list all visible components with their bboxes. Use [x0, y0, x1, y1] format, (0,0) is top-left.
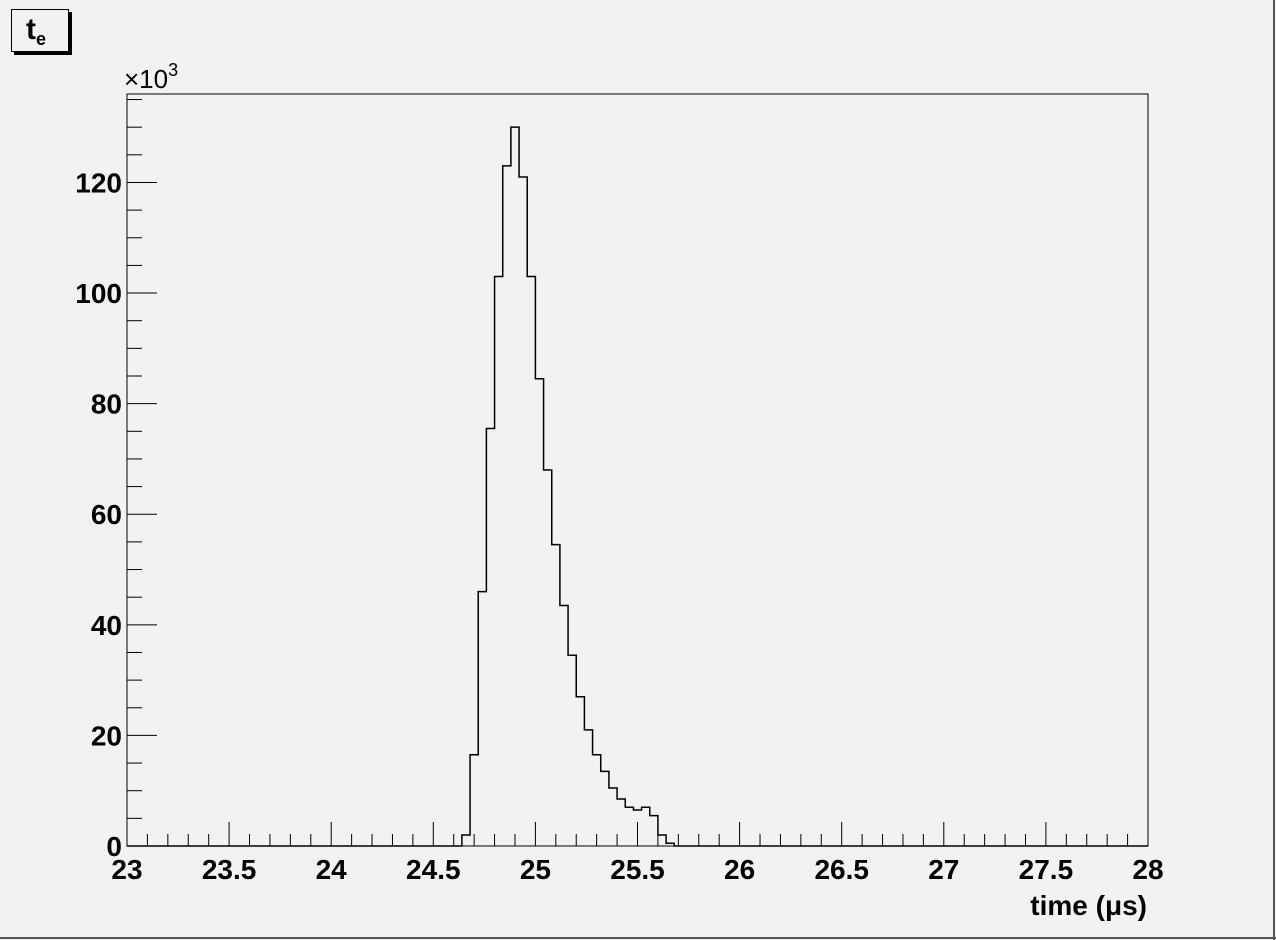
y-tick-label: 20	[91, 720, 122, 751]
histogram-series-line	[127, 126, 1148, 847]
x-tick-label: 23	[111, 854, 142, 885]
histogram-title-subscript: e	[36, 29, 47, 49]
x-tick-label: 25.5	[610, 854, 665, 885]
y-multiplier-base: ×10	[124, 64, 168, 94]
x-tick-label: 24	[316, 854, 348, 885]
y-multiplier: ×103	[124, 60, 178, 94]
histogram-title: t	[26, 13, 36, 46]
x-tick-label: 26	[724, 854, 755, 885]
x-axis-tick-labels: 23 23.5 24 24.5 25 25.5 26 26.5 27 27.5 28	[111, 854, 1163, 885]
y-axis-tick-labels: 0 20 40 60 80 100 120	[75, 167, 122, 862]
y-tick-label: 80	[91, 389, 122, 420]
y-tick-label: 40	[91, 610, 122, 641]
x-tick-label: 25	[520, 854, 551, 885]
x-axis-ticks	[126, 822, 1149, 846]
x-axis-title: time (μs)	[1030, 890, 1147, 921]
y-axis-ticks	[127, 99, 157, 847]
histogram-title-box: te	[11, 9, 69, 52]
x-tick-label: 24.5	[406, 854, 461, 885]
x-tick-label: 27.5	[1019, 854, 1074, 885]
y-multiplier-exponent: 3	[168, 60, 178, 80]
x-tick-label: 26.5	[814, 854, 869, 885]
x-tick-label: 27	[928, 854, 959, 885]
y-tick-label: 60	[91, 499, 122, 530]
x-tick-label: 23.5	[202, 854, 257, 885]
y-tick-label: 0	[106, 831, 122, 862]
x-tick-label: 28	[1132, 854, 1163, 885]
y-tick-label: 120	[75, 167, 122, 198]
y-tick-label: 100	[75, 278, 122, 309]
